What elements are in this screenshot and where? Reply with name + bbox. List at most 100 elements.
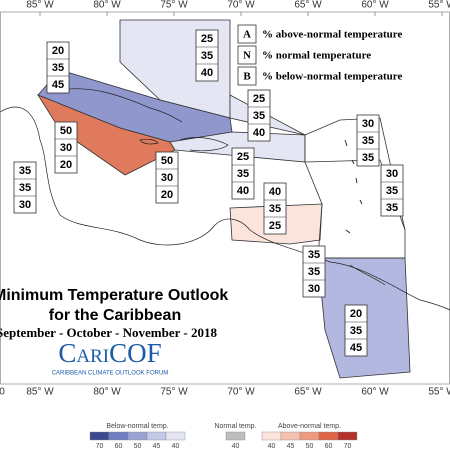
legend-label: Below-normal temp. [106, 423, 168, 430]
legend-swatch [337, 431, 358, 441]
longitude-label: 65° W [294, 387, 322, 398]
subtitle: September - October - November - 2018 [0, 325, 217, 340]
legend-swatch [165, 431, 186, 441]
probability-value: 35 [52, 62, 64, 74]
probability-value: 25 [269, 220, 281, 232]
legend-swatch [146, 431, 167, 441]
title: for the Caribbean [49, 307, 181, 324]
probability-value: 40 [201, 67, 213, 79]
probability-value: 25 [253, 93, 265, 105]
longitude-label: 70° W [227, 0, 255, 11]
logo-tagline: CARIBBEAN CLIMATE OUTLOOK FORUM [52, 371, 169, 377]
legend-tick: 70 [344, 443, 352, 450]
probability-value: 35 [350, 325, 362, 337]
longitude-label: 75° W [160, 387, 188, 398]
probability-value: 45 [52, 79, 64, 91]
legend-tick: 40 [172, 443, 180, 450]
probability-value: 30 [362, 118, 374, 130]
probability-box [195, 29, 219, 82]
longitude-label: 70° W [227, 387, 255, 398]
probability-value: 45 [350, 342, 362, 354]
probability-value: 35 [386, 185, 398, 197]
longitude-label: 75° W [160, 0, 188, 11]
key-letter: N [243, 50, 251, 62]
legend-tick: 50 [306, 443, 314, 450]
coastline-islands [344, 139, 363, 234]
legend-swatch [225, 431, 246, 441]
probability-value: 35 [362, 152, 374, 164]
title: Minimum Temperature Outlook [0, 287, 228, 304]
probability-box [344, 304, 368, 357]
legend-swatch [280, 431, 301, 441]
probability-value: 35 [386, 202, 398, 214]
probability-value: 25 [237, 151, 249, 163]
probability-value: 50 [161, 155, 173, 167]
legend-label: Normal temp. [214, 423, 256, 430]
probability-box [155, 151, 179, 204]
key-text: % normal temperature [262, 50, 371, 62]
key-letter: A [243, 29, 251, 41]
longitude-label: 85° W [26, 387, 54, 398]
legend-swatch [89, 431, 110, 441]
legend-tick: 45 [153, 443, 161, 450]
key-box [237, 45, 257, 65]
probability-box [263, 182, 287, 235]
legend-tick: 60 [325, 443, 333, 450]
probability-value: 35 [19, 182, 31, 194]
probability-value: 20 [60, 159, 72, 171]
probability-value: 30 [308, 283, 320, 295]
legend-swatch [108, 431, 129, 441]
longitude-label: 65° W [294, 0, 322, 11]
legend-tick: 40 [268, 443, 276, 450]
longitude-label: 55° W [428, 0, 450, 11]
legend-tick: 70 [96, 443, 104, 450]
probability-box [302, 245, 326, 298]
probability-value: 35 [269, 203, 281, 215]
coastline-hispaniola [179, 137, 229, 152]
probability-value: 35 [19, 165, 31, 177]
key-box [237, 66, 257, 86]
probability-value: 20 [52, 45, 64, 57]
coastline-jamaica [139, 138, 159, 145]
coastline-guianas [349, 264, 386, 286]
probability-value: 30 [386, 168, 398, 180]
probability-box [13, 161, 37, 214]
legend-swatch [127, 431, 148, 441]
probability-value: 35 [308, 249, 320, 261]
probability-value: 50 [60, 125, 72, 137]
probability-value: 30 [161, 172, 173, 184]
legend-tick: 40 [232, 443, 240, 450]
logo-name: CariCOF [58, 338, 161, 368]
probability-value: 25 [201, 33, 213, 45]
key-text: % above-normal temperature [262, 29, 402, 41]
probability-value: 30 [60, 142, 72, 154]
probability-box [46, 41, 70, 94]
probability-value: 20 [161, 189, 173, 201]
probability-value: 40 [253, 127, 265, 139]
longitude-label: 55° W [428, 387, 450, 398]
probability-value: 35 [362, 135, 374, 147]
legend-tick: 60 [115, 443, 123, 450]
legend-swatch [299, 431, 320, 441]
probability-value: 35 [253, 110, 265, 122]
legend-swatch [261, 431, 282, 441]
probability-box [356, 114, 380, 167]
key: A % above-normal temperature N % normal tem… [237, 24, 402, 86]
longitude-label: 60° W [361, 387, 389, 398]
key-box [237, 24, 257, 44]
longitude-label: 0 [0, 387, 5, 398]
region-eastern-caribbean [304, 117, 406, 259]
legend-tick: 50 [134, 443, 142, 450]
key-letter: B [243, 71, 251, 83]
coastline-mainland [0, 106, 450, 311]
probability-box [380, 164, 404, 217]
probability-box [54, 121, 78, 174]
longitude-label: 60° W [361, 0, 389, 11]
legend-swatch [318, 431, 339, 441]
probability-value: 35 [237, 168, 249, 180]
longitude-label: 80° W [93, 387, 121, 398]
legend-label: Above-normal temp. [278, 423, 341, 430]
probability-value: 35 [308, 266, 320, 278]
